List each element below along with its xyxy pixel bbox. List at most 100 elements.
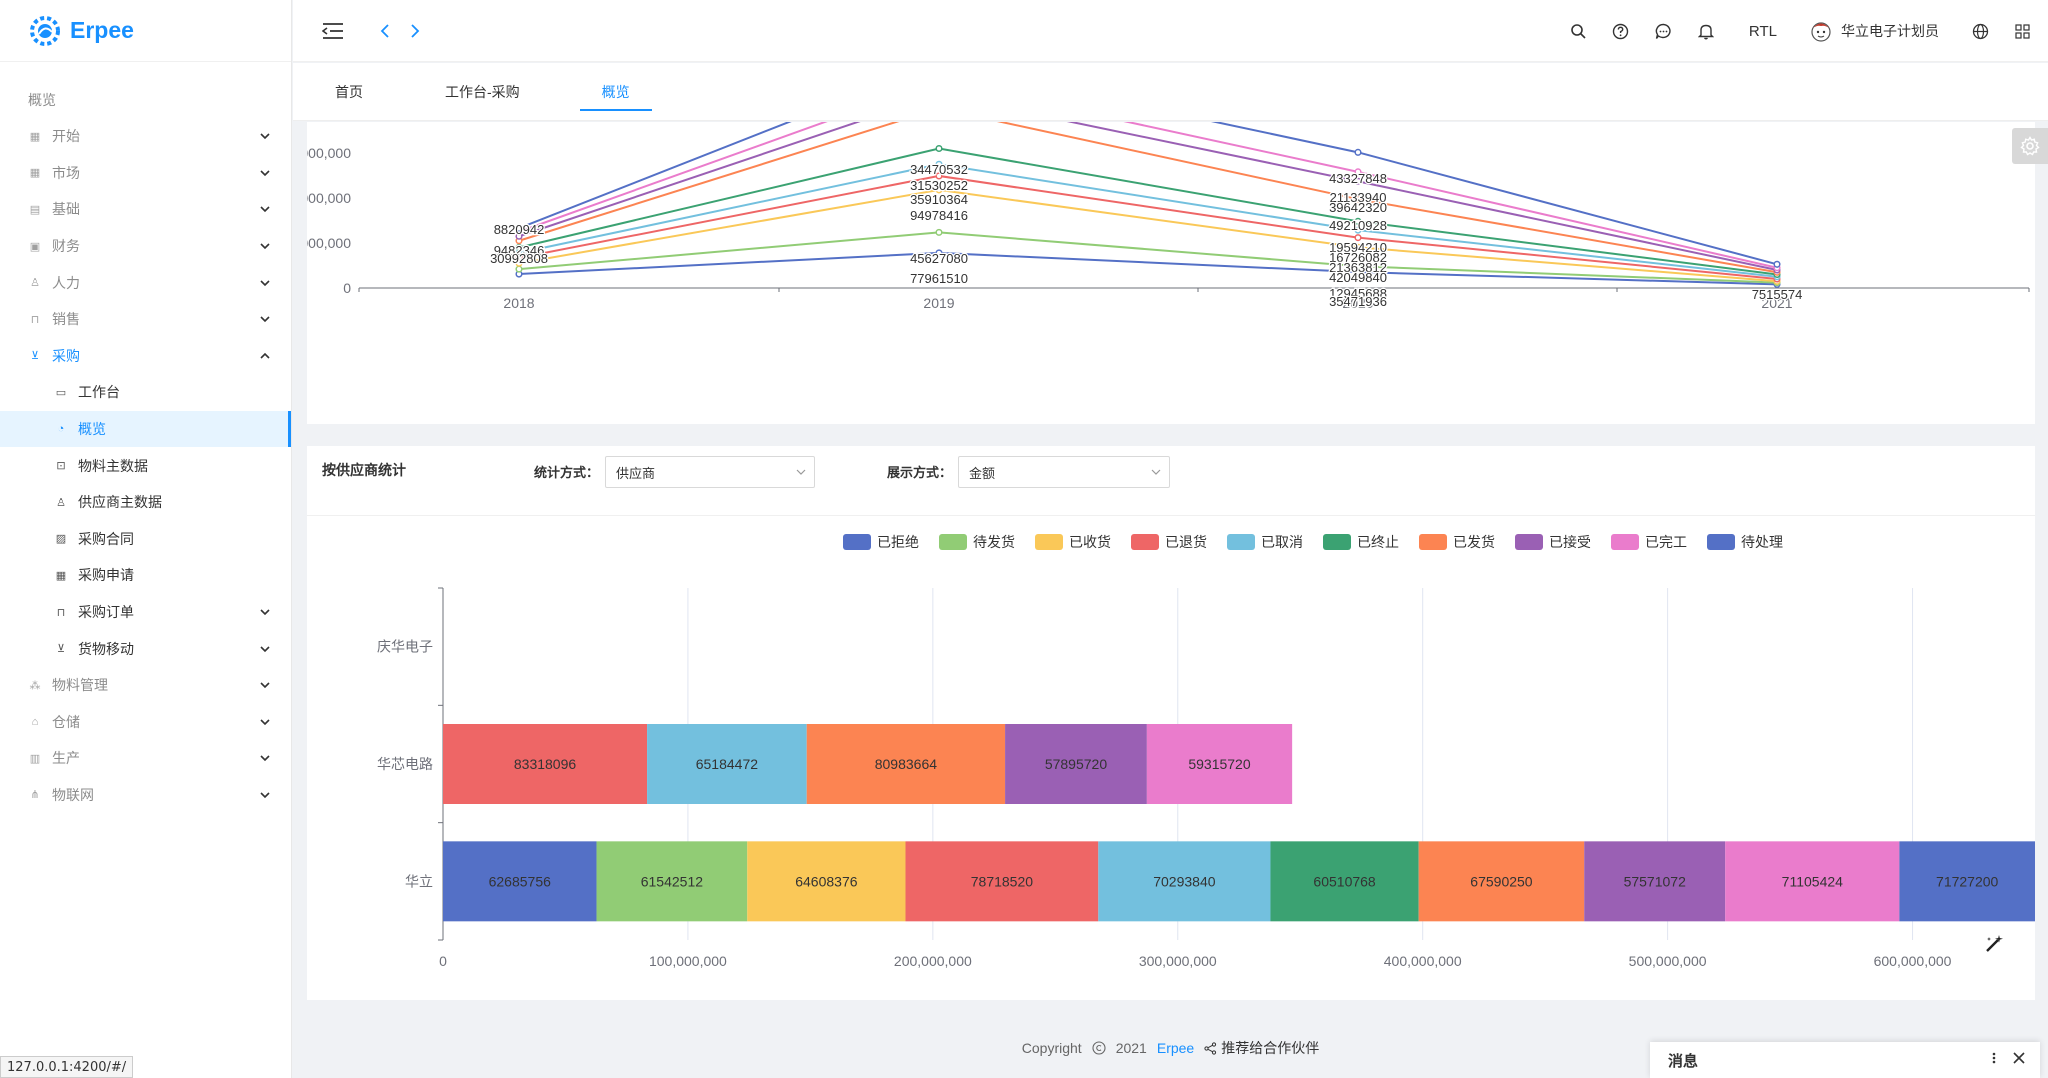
user-name: 华立电子计划员 <box>1841 23 1939 39</box>
sidebar-item[interactable]: ◔ 概览 <box>0 410 291 448</box>
tab-label: 概览 <box>601 83 630 100</box>
series-point <box>1354 226 1362 234</box>
bar-segment <box>647 724 807 804</box>
data-label: 21133940 <box>1330 190 1387 205</box>
legend-label: 待处理 <box>1741 534 1783 550</box>
data-label: 9482346 <box>494 243 545 258</box>
series-point <box>1354 262 1362 270</box>
data-label: 49210928 <box>1329 218 1387 233</box>
back-button[interactable] <box>370 16 400 46</box>
bar-value-label: 67590250 <box>1470 873 1533 889</box>
legend-swatch <box>1611 534 1639 550</box>
legend-label: 已接受 <box>1549 534 1591 550</box>
legend-swatch <box>1227 534 1255 550</box>
tab-overview[interactable]: 概览 <box>579 63 652 121</box>
search-button[interactable] <box>1557 0 1599 62</box>
chat-button[interactable] <box>1642 0 1685 62</box>
series-point <box>1773 260 1781 268</box>
bar-value-label: 62685756 <box>489 873 552 889</box>
magic-wand-icon[interactable] <box>1980 930 2008 958</box>
sidebar-item[interactable]: ▤ 基础 <box>0 191 291 228</box>
recommend-partner-link[interactable]: 推荐给合作伙伴 <box>1204 1038 1319 1058</box>
series-point <box>1354 217 1362 225</box>
avatar <box>1811 22 1831 42</box>
forward-button[interactable] <box>400 16 430 46</box>
help-button[interactable] <box>1599 0 1642 62</box>
sidebar-item[interactable]: ▭ 工作台 <box>0 374 291 411</box>
sidebar-item[interactable]: ⊓ 销售 <box>0 301 291 338</box>
apps-button[interactable] <box>2002 0 2048 62</box>
rtl-label: RTL <box>1748 22 1777 40</box>
sidebar-item-label: 财务 <box>52 238 80 255</box>
notification-button[interactable] <box>1685 0 1727 62</box>
x-tick-label: 2020 <box>1342 295 1373 311</box>
sidebar-item[interactable]: ⊻ 货物移动 <box>0 630 291 667</box>
user-icon: ♙ <box>56 496 66 509</box>
series-point <box>515 265 523 273</box>
display-method-select[interactable]: 金额 <box>958 456 1170 488</box>
laptop-icon: ▭ <box>55 386 67 399</box>
sidebar-item[interactable]: ⊡ 物料主数据 <box>0 447 291 484</box>
close-icon[interactable] <box>2012 1050 2026 1066</box>
stat-method-select[interactable]: 供应商 <box>605 456 815 488</box>
y-tick-label: 100,000,000 <box>307 235 351 251</box>
series-point <box>935 186 943 194</box>
menu-fold-button[interactable] <box>318 16 348 46</box>
chevron-down-icon <box>260 206 270 213</box>
grid-icon: ▦ <box>29 167 41 180</box>
messages-panel[interactable]: 消息 <box>1650 1042 2040 1078</box>
sidebar-item[interactable]: ▦ 市场 <box>0 155 291 192</box>
legend-label: 已完工 <box>1645 534 1687 550</box>
messages-tools <box>1992 1050 2026 1066</box>
sidebar-item[interactable]: ⋔ 物联网 <box>0 777 291 814</box>
tab-purchase-workbench[interactable]: 工作台-采购 <box>423 63 542 121</box>
data-label: 39642320 <box>1329 200 1387 215</box>
bar-segment <box>1418 841 1585 922</box>
yearly-line-chart-panel: 0100,000,000200,000,000300,000,000400,00… <box>307 122 2035 424</box>
legend-label: 已终止 <box>1357 534 1399 550</box>
footer-brand-link[interactable]: Erpee <box>1156 1040 1195 1056</box>
cart-icon: ⊻ <box>56 643 66 656</box>
sidebar-item[interactable]: ▥ 生产 <box>0 740 291 777</box>
sidebar-item[interactable]: ▣ 财务 <box>0 228 291 265</box>
language-button[interactable] <box>1959 0 2002 62</box>
menu-top-items: ▦ 开始 ▦ 市场 ▤ 基础 ▣ 财务 ♙ 人力 ⊓ 销售 ⊻ 采购 ▭ 工作台 ◔ 概览 ⊡ 物料主数据 ♙ 供应商主数… <box>0 118 291 813</box>
legend-swatch <box>1515 534 1543 550</box>
series-point <box>935 172 943 180</box>
chevron-down-icon <box>1151 469 1161 475</box>
rtl-toggle[interactable]: RTL <box>1727 0 1799 62</box>
x-tick-label: 0 <box>439 953 447 969</box>
sidebar-item[interactable]: ⌂ 仓储 <box>0 704 291 741</box>
series-line <box>518 231 1778 284</box>
settings-button[interactable] <box>2012 128 2048 164</box>
sidebar-item[interactable]: ▦ 采购申请 <box>0 557 291 594</box>
bar-value-label: 57895720 <box>1045 756 1108 772</box>
tab-home[interactable]: 首页 <box>313 63 385 121</box>
sidebar-item-label: 采购 <box>52 347 80 364</box>
app-logo[interactable]: Erpee <box>0 0 291 62</box>
logo-icon <box>30 15 60 46</box>
sidebar-item[interactable]: ▦ 开始 <box>0 118 291 155</box>
sidebar-item[interactable]: ▨ 采购合同 <box>0 521 291 558</box>
gear-icon <box>2020 136 2040 156</box>
sidebar-item[interactable]: ⊓ 采购订单 <box>0 594 291 631</box>
bar-value-label: 71105424 <box>1782 873 1843 889</box>
footer: Copyright 2021 Erpee 推荐给合作伙伴 <box>293 1037 2048 1059</box>
sidebar-item[interactable]: ♙ 人力 <box>0 264 291 301</box>
bar-value-label: 59315720 <box>1188 756 1251 772</box>
factory-icon: ▥ <box>29 752 41 765</box>
sidebar-item[interactable]: ♙ 供应商主数据 <box>0 484 291 521</box>
chevron-down-icon <box>260 280 270 286</box>
globe-icon <box>1972 23 1989 39</box>
browser-status-url: 127.0.0.1:4200/#/ <box>0 1056 134 1078</box>
sidebar-item[interactable]: ⁂ 物料管理 <box>0 667 291 704</box>
legend-swatch <box>1419 534 1447 550</box>
user-menu[interactable]: 华立电子计划员 <box>1799 0 1959 62</box>
more-vertical-icon[interactable] <box>1992 1050 1996 1066</box>
calculator-icon: ▣ <box>29 240 41 253</box>
sidebar-item[interactable]: ⊻ 采购 <box>0 338 291 375</box>
chevron-down-icon <box>260 243 270 250</box>
data-label: 8820942 <box>494 222 545 237</box>
copyright-icon <box>1092 1041 1106 1055</box>
stat-method-label: 统计方式： <box>534 465 600 480</box>
